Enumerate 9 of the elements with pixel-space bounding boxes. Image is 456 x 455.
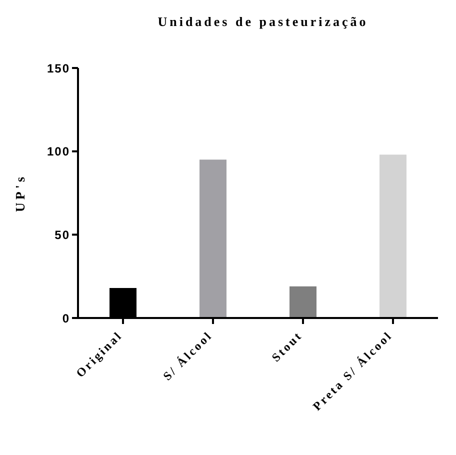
y-tick-label: 100 <box>46 144 70 159</box>
chart-title: Unidades de pasteurização <box>156 14 370 30</box>
y-tick-label: 50 <box>54 228 70 242</box>
bar <box>380 154 406 318</box>
bar <box>290 286 316 318</box>
bar <box>200 160 226 318</box>
y-tick-label: 0 <box>62 311 70 326</box>
y-axis-title: UP's <box>12 174 28 212</box>
y-tick-label: 150 <box>46 61 70 76</box>
